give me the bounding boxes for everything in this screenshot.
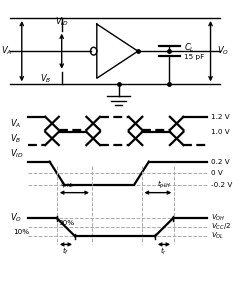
Text: 0.2 V: 0.2 V bbox=[211, 159, 229, 165]
Text: $C_L$: $C_L$ bbox=[184, 41, 195, 54]
Text: $V_B$: $V_B$ bbox=[10, 132, 21, 145]
Text: 10%: 10% bbox=[13, 229, 30, 235]
Text: $t_{pLH}$: $t_{pLH}$ bbox=[157, 179, 171, 191]
Text: $V_{CC}/2$: $V_{CC}/2$ bbox=[211, 222, 231, 232]
Text: $V_{ID}$: $V_{ID}$ bbox=[55, 16, 68, 28]
Text: $V_{ID}$: $V_{ID}$ bbox=[10, 147, 23, 160]
Text: 1.2 V: 1.2 V bbox=[211, 114, 229, 120]
Text: -0.2 V: -0.2 V bbox=[211, 182, 232, 188]
Text: $V_B$: $V_B$ bbox=[40, 73, 52, 85]
Text: $t_r$: $t_r$ bbox=[160, 246, 167, 257]
Text: $V_A$: $V_A$ bbox=[1, 45, 12, 57]
Text: $V_{OL}$: $V_{OL}$ bbox=[211, 231, 224, 241]
Text: $V_O$: $V_O$ bbox=[217, 45, 229, 57]
Text: $V_{OH}$: $V_{OH}$ bbox=[211, 213, 225, 223]
Text: $t_{pHL}$: $t_{pHL}$ bbox=[60, 179, 74, 191]
Text: 15 pF: 15 pF bbox=[184, 54, 205, 60]
Text: $V_O$: $V_O$ bbox=[10, 212, 22, 225]
Text: $t_f$: $t_f$ bbox=[62, 246, 69, 257]
Text: 0 V: 0 V bbox=[211, 170, 222, 176]
Text: 90%: 90% bbox=[59, 220, 75, 226]
Text: $V_A$: $V_A$ bbox=[10, 117, 21, 130]
Text: 1.0 V: 1.0 V bbox=[211, 129, 229, 135]
